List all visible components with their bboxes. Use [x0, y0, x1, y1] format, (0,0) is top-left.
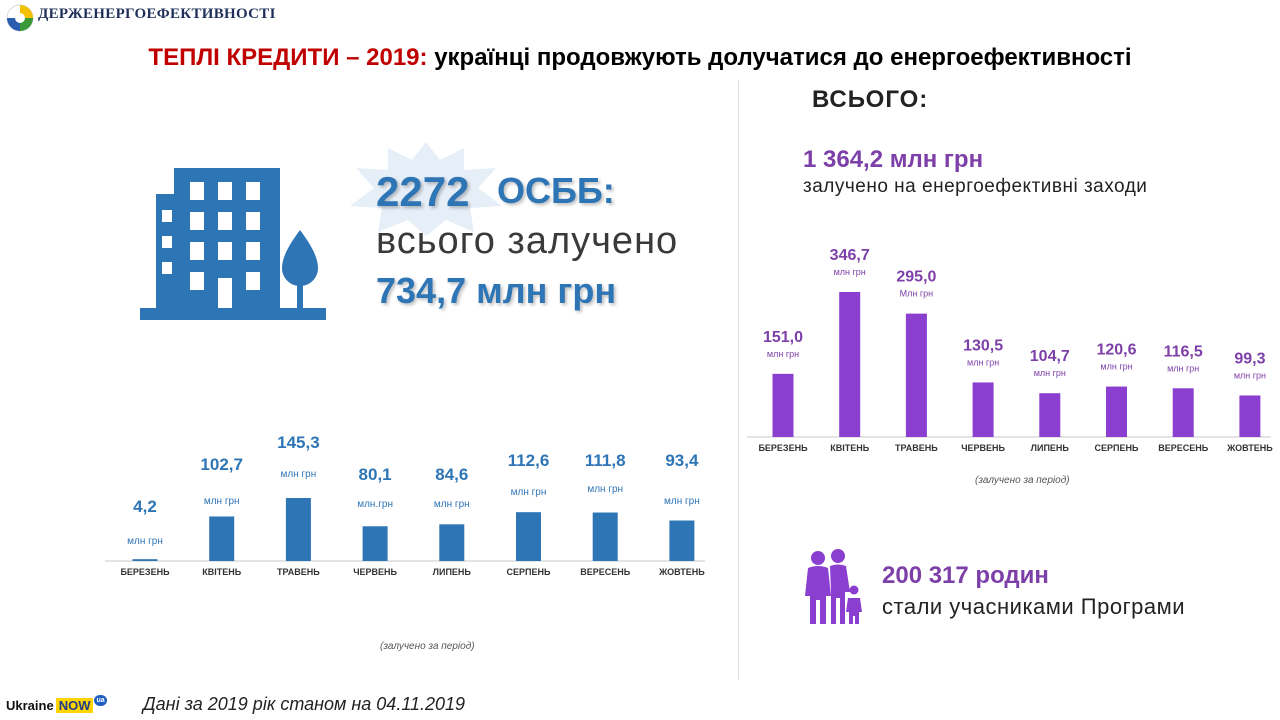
overall-subtitle: залучено на енергоефективні заходи: [803, 176, 1148, 197]
category-label-3: ЧЕРВЕНЬ: [353, 567, 397, 577]
value-label-5: 112,6: [508, 451, 550, 470]
category-label-0: БЕРЕЗЕНЬ: [758, 443, 808, 453]
page-title-highlight: ТЕПЛІ КРЕДИТИ – 2019:: [148, 44, 428, 71]
osbb-chart-caption: (залучено за період): [380, 641, 475, 652]
osbb-label: ОСББ:: [497, 170, 615, 211]
value-label-7: 93,4: [665, 451, 699, 470]
unit-label-0: млн грн: [127, 536, 163, 547]
footer-note: Дані за 2019 рік станом на 04.11.2019: [143, 694, 466, 714]
unit-label-3: млн грн: [967, 357, 999, 367]
osbb-subtitle: всього залучено: [376, 220, 679, 262]
category-label-2: ТРАВЕНЬ: [895, 443, 938, 453]
unit-label-5: млн грн: [511, 487, 547, 498]
category-label-6: ВЕРЕСЕНЬ: [580, 567, 631, 577]
osbb-total: 734,7 млн грн: [376, 270, 617, 311]
value-label-3: 80,1: [359, 465, 392, 484]
value-label-4: 104,7: [1030, 348, 1070, 365]
bar-6: [592, 512, 618, 561]
category-label-1: КВІТЕНЬ: [202, 567, 241, 577]
value-label-6: 116,5: [1164, 343, 1203, 360]
bar-3: [362, 526, 388, 561]
bar-6: [1172, 388, 1194, 437]
category-label-5: СЕРПЕНЬ: [1095, 443, 1139, 453]
unit-label-5: млн грн: [1100, 362, 1132, 372]
category-label-7: ЖОВТЕНЬ: [1226, 443, 1273, 453]
bar-2: [285, 498, 311, 561]
ukraine-now-badge: ua: [94, 695, 107, 706]
bar-1: [209, 516, 235, 561]
category-label-1: КВІТЕНЬ: [830, 443, 869, 453]
total-chart-caption: (залучено за період): [975, 475, 1070, 486]
unit-label-1: млн грн: [834, 267, 866, 277]
ukraine-now-logo: Ukraine NOW ua: [6, 695, 107, 713]
bar-7: [1239, 395, 1261, 437]
overall-label: ВСЬОГО:: [812, 86, 929, 113]
starburst-decoration-icon: [350, 142, 502, 236]
category-label-7: ЖОВТЕНЬ: [658, 567, 705, 577]
bar-1: [839, 292, 861, 437]
bar-3: [972, 382, 994, 437]
category-label-6: ВЕРЕСЕНЬ: [1158, 443, 1209, 453]
agency-logo-text: ДЕРЖЕНЕРГОЕФЕКТИВНОСТІ: [38, 6, 276, 22]
value-label-2: 145,3: [277, 433, 320, 452]
agency-logo-icon: [6, 4, 34, 32]
value-label-0: 4,2: [133, 497, 157, 516]
page-title: ТЕПЛІ КРЕДИТИ – 2019: українці продовжую…: [0, 44, 1280, 72]
unit-label-3: млн.грн: [357, 499, 393, 510]
value-label-1: 346,7: [830, 247, 870, 264]
value-label-4: 84,6: [435, 465, 468, 484]
unit-label-4: млн грн: [434, 499, 470, 510]
unit-label-0: млн грн: [767, 349, 799, 359]
value-label-2: 295,0: [896, 269, 936, 286]
ukraine-now-word: NOW: [55, 698, 94, 713]
bar-5: [1106, 386, 1127, 437]
category-label-4: ЛИПЕНЬ: [433, 567, 472, 577]
bar-4: [1039, 393, 1061, 437]
osbb-count: 2272: [376, 168, 470, 215]
value-label-0: 151,0: [763, 329, 803, 346]
bar-0: [132, 559, 158, 561]
family-icon: [805, 549, 862, 624]
value-label-7: 99,3: [1234, 350, 1265, 367]
families-count: 200 317 родин: [882, 562, 1049, 589]
bar-0: [772, 373, 794, 437]
unit-label-6: млн грн: [1167, 363, 1199, 373]
category-label-5: СЕРПЕНЬ: [507, 567, 551, 577]
bar-4: [439, 524, 465, 561]
unit-label-2: млн грн: [281, 469, 317, 480]
value-label-5: 120,6: [1096, 342, 1136, 359]
apartment-building-icon: [140, 168, 326, 320]
ukraine-now-prefix: Ukraine: [6, 698, 54, 713]
category-label-2: ТРАВЕНЬ: [277, 567, 320, 577]
category-label-0: БЕРЕЗЕНЬ: [120, 567, 170, 577]
category-label-3: ЧЕРВЕНЬ: [961, 443, 1005, 453]
page-title-rest: українці продовжують долучатися до енерг…: [434, 44, 1132, 71]
value-label-1: 102,7: [200, 455, 243, 474]
bar-7: [669, 520, 695, 561]
value-label-6: 111,8: [585, 451, 626, 470]
bar-5: [516, 512, 541, 561]
total-monthly-chart: 151,0 млн грн БЕРЕЗЕНЬ 346,7 млн грн КВІТЕНЬ 2…: [747, 247, 1273, 453]
families-subtitle: стали учасниками Програми: [882, 594, 1186, 619]
value-label-3: 130,5: [963, 337, 1003, 354]
unit-label-7: млн грн: [664, 496, 700, 507]
unit-label-6: млн грн: [587, 484, 623, 495]
unit-label-2: Млн грн: [900, 289, 934, 299]
bar-2: [905, 313, 927, 437]
unit-label-7: млн грн: [1234, 370, 1266, 380]
unit-label-1: млн грн: [204, 496, 240, 507]
section-divider: [738, 80, 739, 680]
unit-label-4: млн грн: [1034, 368, 1066, 378]
osbb-monthly-chart: 4,2 млн грн БЕРЕЗЕНЬ 102,7 млн грн КВІТЕНЬ 145…: [105, 433, 705, 577]
overall-total: 1 364,2 млн грн: [803, 146, 984, 173]
category-label-4: ЛИПЕНЬ: [1031, 443, 1070, 453]
